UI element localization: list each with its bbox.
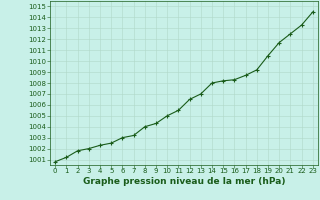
X-axis label: Graphe pression niveau de la mer (hPa): Graphe pression niveau de la mer (hPa) <box>83 177 285 186</box>
